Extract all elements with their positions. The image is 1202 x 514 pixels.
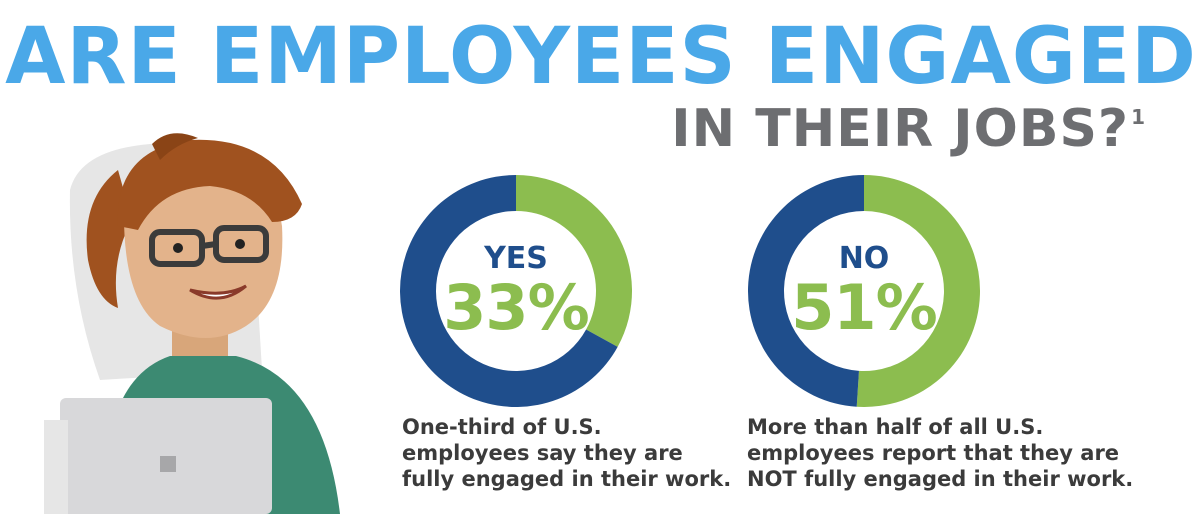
donut-no-value: 51%	[791, 271, 937, 344]
donut-yes-value: 33%	[443, 271, 589, 344]
caption-no: More than half of all U.S. employees rep…	[747, 414, 1133, 492]
footnote-marker: 1	[1131, 105, 1146, 129]
hair-bun	[152, 133, 198, 160]
smile	[189, 284, 247, 300]
right-eye	[235, 239, 245, 249]
donut-chart-yes: YES 33%	[400, 175, 632, 407]
donut-chart-no-svg	[748, 175, 980, 407]
caption-no-line: employees report that they are	[747, 441, 1120, 465]
title-line-2-text: IN THEIR JOBS?	[671, 99, 1130, 159]
hair	[117, 139, 302, 230]
left-eye	[173, 243, 183, 253]
laptop-lid-shadow	[44, 420, 68, 514]
caption-yes-line: employees say they are	[402, 441, 683, 465]
donut-yes-label: YES	[484, 241, 548, 276]
woman-with-laptop-illustration	[44, 133, 340, 514]
donut-slice-remainder	[400, 175, 618, 407]
donut-slice-highlight	[516, 175, 632, 347]
donut-slice-highlight	[856, 175, 980, 407]
title-line-2: IN THEIR JOBS? 1	[671, 103, 1146, 155]
caption-no-line: More than half of all U.S.	[747, 415, 1044, 439]
donut-chart-yes-svg	[400, 175, 632, 407]
laptop-logo	[160, 456, 176, 472]
title-line-1: ARE EMPLOYEES ENGAGED	[5, 12, 1197, 102]
caption-yes: One-third of U.S. employees say they are…	[402, 414, 731, 492]
glasses-bridge	[201, 241, 217, 249]
donut-chart-no: NO 51%	[748, 175, 980, 407]
caption-yes-line: fully engaged in their work.	[402, 467, 732, 491]
donut-no-label: NO	[838, 241, 890, 276]
caption-yes-line: One-third of U.S.	[402, 415, 602, 439]
glasses-left-lens	[149, 229, 205, 267]
caption-no-line: NOT fully engaged in their work.	[747, 467, 1134, 491]
donut-slice-remainder	[748, 175, 864, 407]
